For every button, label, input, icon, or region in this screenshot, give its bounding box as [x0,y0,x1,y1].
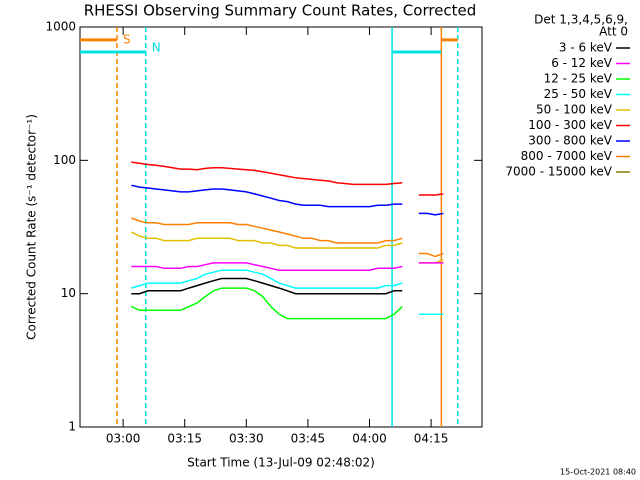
legend-label: 800 - 7000 keV [521,149,613,163]
legend-label: 300 - 800 keV [528,134,612,148]
y-axis-label: Corrected Count Rate (s⁻¹ detector⁻¹) [25,114,39,340]
legend-title: Att 0 [599,25,628,39]
series-line [131,184,444,216]
series-line [130,231,444,264]
legend-label: 100 - 300 keV [528,118,612,132]
legend-label: 7000 - 15000 keV [505,165,612,179]
series-line [131,277,403,295]
x-tick-label: 04:00 [352,432,387,446]
x-tick-label: 03:30 [229,432,264,446]
legend-label: 25 - 50 keV [544,87,613,101]
x-tick-label: 03:15 [167,432,202,446]
series-line [130,287,403,320]
marker-label: S [123,33,131,47]
series-line [131,217,444,258]
legend-label: 50 - 100 keV [536,103,613,117]
x-tick-label: 03:45 [291,432,326,446]
plot-frame [79,26,483,428]
legend-label: 6 - 12 keV [551,56,613,70]
legend-title: Det 1,3,4,5,6,9, [534,13,628,27]
marker-label: N [152,41,161,55]
x-axis-label: Start Time (13-Jul-09 02:48:02) [187,456,375,470]
chart-title: RHESSI Observing Summary Count Rates, Co… [84,2,477,20]
x-tick-label: 03:00 [106,432,141,446]
footer: 15-Oct-2021 08:40 [560,468,636,477]
series-line [131,161,444,196]
y-tick-label: 100 [53,153,76,167]
series-line [131,269,444,316]
x-tick-label: 04:15 [414,432,449,446]
legend-label: 3 - 6 keV [559,41,613,55]
y-tick-label: 10 [61,286,76,300]
y-tick-label: 1 [68,420,76,434]
legend-label: 12 - 25 keV [544,72,613,86]
series-line [131,262,444,271]
y-tick-label: 1000 [45,20,76,34]
